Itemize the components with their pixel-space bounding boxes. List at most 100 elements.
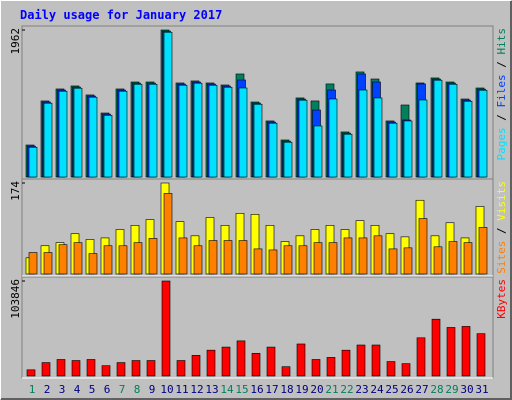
x-tick-label: 20 <box>310 383 323 396</box>
bar <box>281 366 291 377</box>
bar <box>386 361 396 377</box>
x-tick-label: 23 <box>355 383 368 396</box>
bar <box>58 244 68 275</box>
bar <box>463 100 473 178</box>
bar <box>176 360 186 377</box>
bar <box>146 360 156 377</box>
bar <box>448 83 458 178</box>
x-tick-label: 11 <box>175 383 188 396</box>
x-tick-label: 25 <box>385 383 398 396</box>
bar <box>313 242 323 275</box>
bar <box>296 343 306 377</box>
bar <box>208 84 218 178</box>
bar <box>268 249 278 275</box>
x-tick-label: 4 <box>74 383 81 396</box>
bar <box>103 245 113 275</box>
bar <box>476 333 486 377</box>
bar <box>221 346 231 377</box>
legend-entry: Hits <box>495 28 508 55</box>
bar <box>418 99 428 178</box>
x-tick-label: 2 <box>44 383 51 396</box>
bar <box>26 369 36 377</box>
bar <box>73 242 83 275</box>
x-tick-label: 8 <box>134 383 141 396</box>
bar <box>461 326 471 377</box>
bar <box>313 125 323 178</box>
bar <box>416 337 426 377</box>
bar <box>71 360 81 377</box>
bar <box>41 362 51 377</box>
legend-separator: / <box>495 55 508 75</box>
bar <box>103 114 113 178</box>
bar <box>148 83 158 178</box>
bar <box>268 122 278 178</box>
legend-entry: Sites <box>495 241 508 274</box>
x-tick-label: 15 <box>235 383 248 396</box>
bar <box>431 318 441 377</box>
bar <box>88 96 98 178</box>
bar <box>328 98 338 178</box>
x-tick-label: 5 <box>89 383 96 396</box>
x-tick-label: 22 <box>340 383 353 396</box>
bar <box>283 141 293 178</box>
bar <box>358 237 368 275</box>
bar <box>373 97 383 178</box>
x-tick-label: 13 <box>205 383 218 396</box>
y-tick-label: 174 <box>9 181 22 201</box>
bar <box>388 122 398 178</box>
bar <box>178 84 188 178</box>
bar <box>131 360 141 377</box>
legend-entry: Pages <box>495 127 508 160</box>
bar <box>28 252 38 275</box>
bar <box>343 133 353 178</box>
x-tick-label: 31 <box>475 383 488 396</box>
bar <box>283 245 293 275</box>
bar <box>56 359 66 377</box>
bar <box>86 359 96 377</box>
bar <box>253 248 263 275</box>
x-tick-label: 17 <box>265 383 278 396</box>
bar <box>208 240 218 275</box>
bar <box>358 89 368 178</box>
chart-title: Daily usage for January 2017 <box>20 8 222 22</box>
bar <box>418 218 428 275</box>
legend-separator: / <box>495 108 508 128</box>
x-tick-label: 27 <box>415 383 428 396</box>
x-tick-label: 24 <box>370 383 384 396</box>
bar <box>43 102 53 178</box>
x-tick-label: 26 <box>400 383 413 396</box>
x-tick-label: 30 <box>460 383 473 396</box>
bar <box>403 120 413 178</box>
bar <box>193 245 203 275</box>
bar <box>373 235 383 275</box>
bar <box>101 365 111 377</box>
bar <box>161 280 171 377</box>
bar <box>118 90 128 178</box>
bar <box>388 248 398 275</box>
bar <box>133 242 143 275</box>
x-tick-label: 28 <box>430 383 443 396</box>
bar <box>446 327 456 377</box>
bar <box>193 82 203 178</box>
x-tick-label: 10 <box>160 383 173 396</box>
legend-entry: Files <box>495 74 508 107</box>
bar <box>223 86 233 178</box>
x-tick-label: 7 <box>119 383 126 396</box>
bar <box>341 349 351 377</box>
bar <box>298 99 308 178</box>
legend: Sites / Visits <box>495 181 508 274</box>
bar <box>118 245 128 275</box>
bar <box>463 242 473 275</box>
legend: KBytes <box>495 279 508 319</box>
bar <box>433 79 443 178</box>
bar <box>253 103 263 178</box>
bar <box>401 363 411 377</box>
bar <box>58 90 68 178</box>
x-tick-label: 29 <box>445 383 458 396</box>
bar <box>191 355 201 377</box>
bar <box>43 252 53 275</box>
bar <box>223 240 233 275</box>
bar <box>163 31 173 178</box>
